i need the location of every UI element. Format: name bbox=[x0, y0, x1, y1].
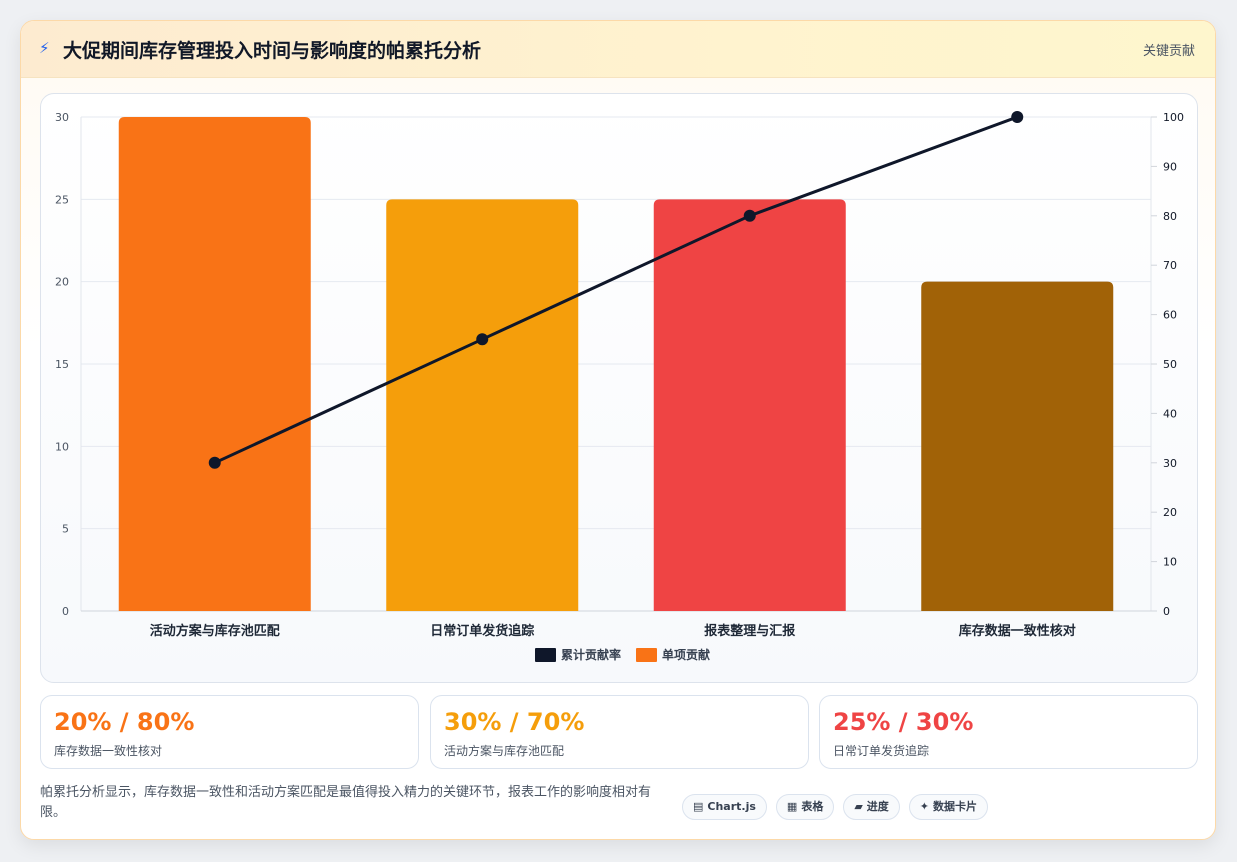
y-right-tick-label: 100 bbox=[1163, 111, 1184, 124]
stat-card-2: 30% / 70% 活动方案与库存池匹配 bbox=[430, 695, 809, 769]
header-badge: 关键贡献 bbox=[1142, 44, 1195, 59]
stat-label: 活动方案与库存池匹配 bbox=[444, 744, 565, 758]
table-icon: ▦ bbox=[786, 800, 798, 813]
legend-label: 累计贡献率 bbox=[561, 647, 621, 662]
y-left-tick-label: 10 bbox=[55, 440, 69, 453]
y-left-tick-label: 15 bbox=[55, 358, 69, 371]
pill-label: 数据卡片 bbox=[933, 800, 978, 813]
pill-table[interactable]: ▦ 表格 bbox=[775, 794, 835, 820]
x-tick-label: 库存数据一致性核对 bbox=[959, 623, 1076, 639]
bar bbox=[118, 117, 311, 611]
chart-container: 0 5 10 15 20 25 30 0 10 20 30 40 50 60 70 80 90 100 活动方案与库… bbox=[40, 93, 1198, 683]
pill-label: 表格 bbox=[801, 800, 824, 813]
y-left-tick-label: 0 bbox=[62, 605, 69, 618]
bar bbox=[921, 281, 1114, 611]
y-right-tick-label: 30 bbox=[1163, 457, 1177, 470]
cumulative-point bbox=[208, 456, 221, 469]
stat-value: 25% / 30% bbox=[833, 708, 974, 736]
cumulative-point bbox=[476, 333, 489, 346]
bar bbox=[386, 199, 579, 611]
page-title: 大促期间库存管理投入时间与影响度的帕累托分析 bbox=[63, 40, 482, 62]
progress-icon: ▰ bbox=[854, 800, 863, 813]
stat-card-3: 25% / 30% 日常订单发货追踪 bbox=[819, 695, 1198, 769]
pareto-chart: 0 5 10 15 20 25 30 0 10 20 30 40 50 60 70 80 90 100 活动方案与库… bbox=[55, 111, 1184, 662]
x-tick-label: 报表整理与汇报 bbox=[704, 623, 796, 639]
pill-progress[interactable]: ▰ 进度 bbox=[843, 794, 900, 820]
y-right-tick-label: 90 bbox=[1163, 160, 1177, 173]
y-left-tick-label: 25 bbox=[55, 193, 69, 206]
stat-value: 30% / 70% bbox=[444, 708, 585, 736]
cumulative-point bbox=[1011, 111, 1024, 123]
x-tick-label: 日常订单发货追踪 bbox=[430, 623, 534, 639]
bar bbox=[653, 199, 846, 611]
card-header: ⚡ 大促期间库存管理投入时间与影响度的帕累托分析 关键贡献 bbox=[21, 21, 1215, 78]
y-right-tick-label: 10 bbox=[1163, 556, 1177, 569]
cumulative-line bbox=[214, 115, 1018, 465]
y-left-tick-label: 30 bbox=[55, 111, 69, 124]
y-right-tick-label: 0 bbox=[1163, 605, 1170, 618]
sparkle-icon: ✦ bbox=[919, 800, 930, 813]
stat-card-1: 20% / 80% 库存数据一致性核对 bbox=[40, 695, 419, 769]
pill-label: 进度 bbox=[866, 800, 889, 813]
y-right-tick-label: 60 bbox=[1163, 309, 1177, 322]
lightning-icon: ⚡ bbox=[39, 39, 50, 57]
y-right-tick-label: 40 bbox=[1163, 407, 1177, 420]
tag-pills: ▤ Chart.js ▦ 表格 ▰ 进度 ✦ 数据卡片 bbox=[682, 794, 989, 822]
legend-label: 单项贡献 bbox=[662, 647, 710, 662]
pill-datacard[interactable]: ✦ 数据卡片 bbox=[908, 794, 989, 820]
pill-chartjs[interactable]: ▤ Chart.js bbox=[682, 794, 767, 820]
pill-label: Chart.js bbox=[707, 800, 756, 813]
cumulative-point bbox=[743, 209, 756, 222]
y-right-tick-label: 70 bbox=[1163, 259, 1177, 272]
y-right-tick-label: 80 bbox=[1163, 210, 1177, 223]
legend-swatch bbox=[535, 648, 556, 662]
stat-value: 20% / 80% bbox=[54, 708, 195, 736]
y-left-tick-label: 5 bbox=[62, 523, 69, 536]
y-right-tick-label: 20 bbox=[1163, 506, 1177, 519]
y-left-tick-label: 20 bbox=[55, 276, 69, 289]
pareto-card: ⚡ 大促期间库存管理投入时间与影响度的帕累托分析 关键贡献 0 5 10 15 20 25… bbox=[20, 20, 1216, 840]
y-right-tick-label: 50 bbox=[1163, 358, 1177, 371]
x-tick-label: 活动方案与库存池匹配 bbox=[150, 623, 280, 639]
legend-swatch bbox=[636, 648, 657, 662]
stat-label: 库存数据一致性核对 bbox=[54, 744, 163, 758]
chart-icon: ▤ bbox=[693, 800, 704, 813]
summary-text: 帕累托分析显示，库存数据一致性和活动方案匹配是最值得投入精力的关键环节，报表工作… bbox=[40, 785, 652, 820]
stat-label: 日常订单发货追踪 bbox=[833, 744, 930, 758]
